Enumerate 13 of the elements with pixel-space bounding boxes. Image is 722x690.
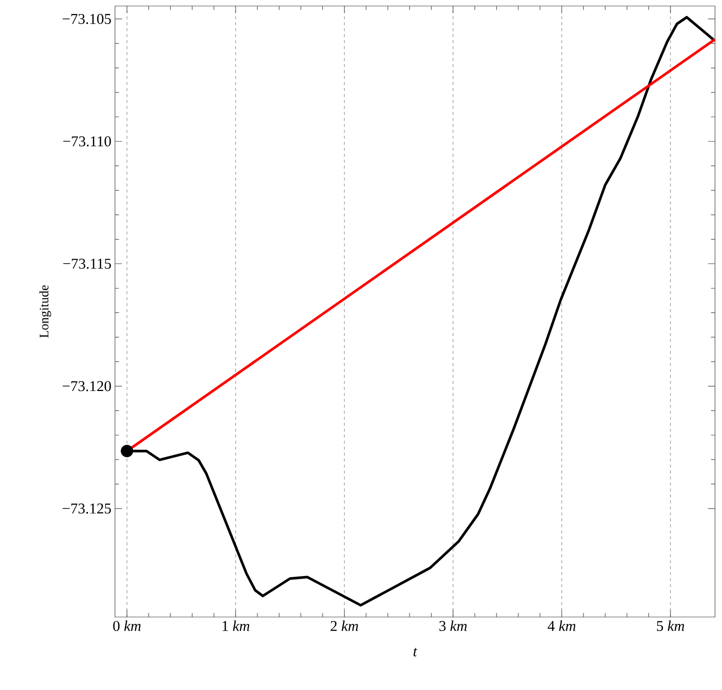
x-tick-label: 2 km xyxy=(330,620,358,631)
x-tick-label: 5 km xyxy=(657,620,684,632)
y-tick-label: −73.120 xyxy=(62,381,111,392)
y-tick-label: −73.125 xyxy=(62,504,111,514)
y-tick-label: −73.110 xyxy=(63,136,111,146)
x-tick-label: 4 km xyxy=(548,620,576,631)
y-axis-title: Longitude xyxy=(39,285,52,338)
x-axis-title: t xyxy=(414,648,418,656)
x-tick-label: 3 km xyxy=(439,620,467,632)
y-tick-label: −73.115 xyxy=(63,258,111,269)
y-tick-label: −73.105 xyxy=(62,14,111,24)
x-tick-label: 0 km xyxy=(113,620,141,632)
x-tick-label: 1 km xyxy=(222,620,250,631)
